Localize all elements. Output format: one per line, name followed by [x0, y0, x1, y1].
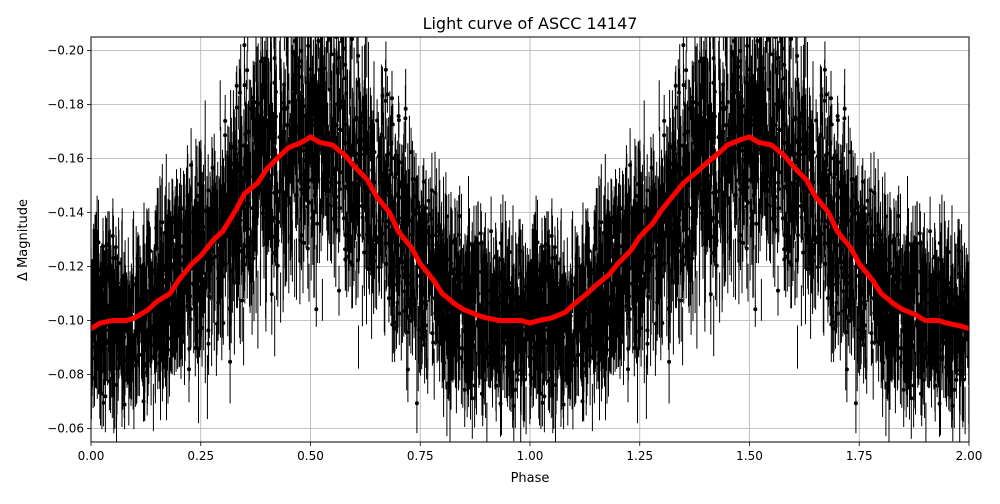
x-tick-label: 0.00 — [78, 449, 105, 463]
x-tick-label: 2.00 — [956, 449, 983, 463]
x-tick-label: 1.00 — [517, 449, 544, 463]
y-tick-label: −0.10 — [47, 314, 84, 328]
observation-points — [91, 37, 969, 442]
y-axis-ticks: −0.20 −0.18 −0.16 −0.14 −0.12 −0.10 −0.08 −0.06 — [47, 44, 91, 436]
y-tick-label: −0.14 — [47, 206, 84, 220]
x-axis-ticks: 0.00 0.25 0.50 0.75 1.00 1.25 1.50 1.75 2.00 — [78, 442, 983, 463]
chart-title: Light curve of ASCC 14147 — [423, 14, 638, 33]
x-tick-label: 1.50 — [736, 449, 763, 463]
y-tick-label: −0.06 — [47, 422, 84, 436]
x-tick-label: 1.75 — [846, 449, 873, 463]
x-tick-label: 1.25 — [626, 449, 653, 463]
y-tick-label: −0.16 — [47, 152, 84, 166]
y-tick-label: −0.08 — [47, 368, 84, 382]
x-tick-label: 0.50 — [297, 449, 324, 463]
y-axis-label: Δ Magnitude — [16, 199, 31, 281]
y-tick-label: −0.18 — [47, 98, 84, 112]
trend-line — [91, 134, 969, 332]
y-tick-label: −0.20 — [47, 44, 84, 58]
x-axis-label: Phase — [511, 471, 550, 486]
x-tick-label: 0.75 — [407, 449, 434, 463]
y-tick-label: −0.12 — [47, 260, 84, 274]
x-tick-label: 0.25 — [187, 449, 214, 463]
